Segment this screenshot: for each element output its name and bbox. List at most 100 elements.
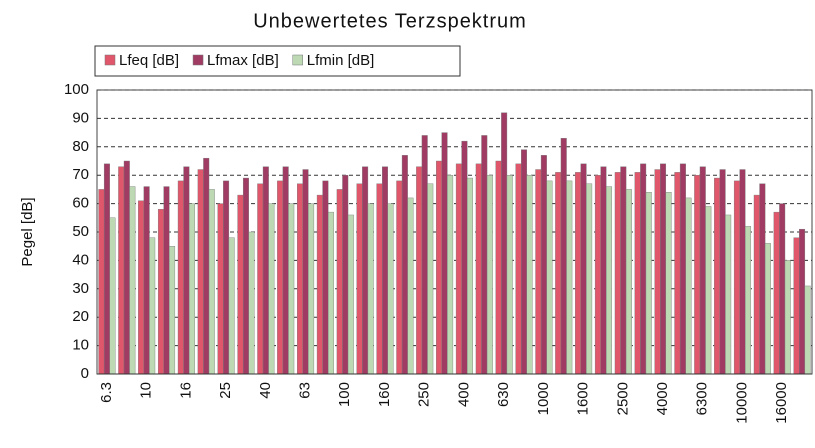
y-axis-label: Pegel [dB] bbox=[19, 197, 36, 266]
bar bbox=[118, 166, 125, 375]
bar bbox=[407, 197, 414, 375]
bar bbox=[679, 163, 686, 375]
bar bbox=[580, 163, 587, 375]
x-tick-label: 10000 bbox=[733, 382, 750, 424]
x-tick-label: 2500 bbox=[614, 382, 631, 415]
x-tick-label: 160 bbox=[376, 382, 393, 407]
bar bbox=[560, 138, 567, 375]
x-tick-label: 100 bbox=[336, 382, 353, 407]
bar bbox=[759, 183, 766, 375]
y-tick-label: 40 bbox=[72, 251, 89, 268]
bar bbox=[362, 166, 369, 375]
bar bbox=[455, 163, 462, 375]
x-tick-label: 400 bbox=[455, 382, 472, 407]
bar bbox=[157, 209, 164, 375]
bar bbox=[322, 180, 329, 375]
bar bbox=[467, 177, 473, 375]
bar bbox=[297, 183, 303, 375]
bar bbox=[183, 166, 190, 375]
bar bbox=[288, 203, 295, 375]
bar bbox=[804, 285, 811, 375]
x-tick-label: 10 bbox=[138, 382, 155, 399]
bar bbox=[427, 183, 434, 375]
bar bbox=[515, 163, 522, 375]
bar bbox=[699, 166, 706, 375]
x-tick-label: 6300 bbox=[694, 382, 711, 415]
bar bbox=[277, 180, 284, 375]
bar bbox=[217, 203, 224, 375]
y-tick-label: 20 bbox=[72, 308, 89, 325]
chart-title: Unbewertetes Terzspektrum bbox=[253, 10, 527, 32]
bar bbox=[625, 189, 632, 375]
y-tick-label: 10 bbox=[72, 337, 89, 354]
bar bbox=[248, 231, 255, 375]
bar bbox=[347, 214, 354, 375]
bar bbox=[475, 163, 482, 375]
y-tick-label: 50 bbox=[72, 223, 89, 240]
bar bbox=[685, 197, 692, 375]
bar bbox=[526, 174, 533, 375]
bar bbox=[149, 237, 156, 375]
x-tick-label: 25 bbox=[217, 382, 234, 399]
bar bbox=[208, 189, 215, 375]
bar bbox=[719, 169, 726, 375]
bar bbox=[614, 172, 621, 375]
bar bbox=[654, 169, 661, 375]
bar bbox=[436, 160, 442, 375]
bar bbox=[521, 149, 527, 375]
bar bbox=[634, 172, 641, 375]
bar bbox=[342, 174, 349, 375]
bar bbox=[645, 192, 652, 375]
bar bbox=[257, 183, 264, 375]
bar bbox=[228, 237, 235, 375]
bar bbox=[376, 183, 383, 375]
legend-label: Lfeq [dB] bbox=[119, 52, 179, 69]
legend-label: Lfmin [dB] bbox=[307, 52, 375, 69]
bar bbox=[396, 180, 403, 375]
bar bbox=[308, 203, 315, 375]
legend-swatch bbox=[192, 54, 204, 66]
bar bbox=[129, 186, 136, 375]
y-tick-label: 0 bbox=[81, 365, 89, 382]
bar bbox=[779, 203, 786, 375]
bar bbox=[169, 245, 176, 375]
bar bbox=[501, 112, 508, 375]
bar bbox=[705, 206, 712, 375]
bar bbox=[441, 132, 448, 375]
y-tick-label: 100 bbox=[64, 81, 89, 98]
bar bbox=[262, 166, 269, 375]
bar bbox=[223, 180, 230, 375]
bar bbox=[177, 180, 184, 375]
bar bbox=[495, 160, 502, 375]
bar bbox=[606, 186, 613, 375]
bar bbox=[327, 211, 334, 375]
bar bbox=[506, 174, 513, 375]
bar bbox=[242, 177, 249, 375]
bar bbox=[793, 237, 800, 375]
bar bbox=[799, 228, 806, 375]
bar bbox=[764, 243, 771, 375]
y-tick-label: 90 bbox=[72, 109, 89, 126]
bar bbox=[203, 157, 210, 375]
bar bbox=[103, 163, 110, 375]
bar bbox=[540, 155, 547, 375]
bar bbox=[566, 180, 573, 375]
bar bbox=[356, 183, 363, 375]
bar bbox=[197, 169, 204, 375]
bar bbox=[367, 203, 374, 375]
bar bbox=[481, 135, 488, 375]
x-tick-label: 630 bbox=[495, 382, 512, 407]
bar bbox=[546, 180, 553, 375]
bar bbox=[586, 183, 593, 375]
bar bbox=[447, 174, 454, 375]
bar bbox=[660, 163, 667, 375]
bar bbox=[784, 260, 791, 375]
y-tick-label: 80 bbox=[72, 138, 89, 155]
bar bbox=[773, 211, 780, 375]
bar bbox=[138, 200, 145, 375]
bar bbox=[123, 160, 130, 375]
bar bbox=[665, 192, 672, 375]
bar bbox=[421, 135, 428, 375]
bar bbox=[163, 186, 170, 375]
